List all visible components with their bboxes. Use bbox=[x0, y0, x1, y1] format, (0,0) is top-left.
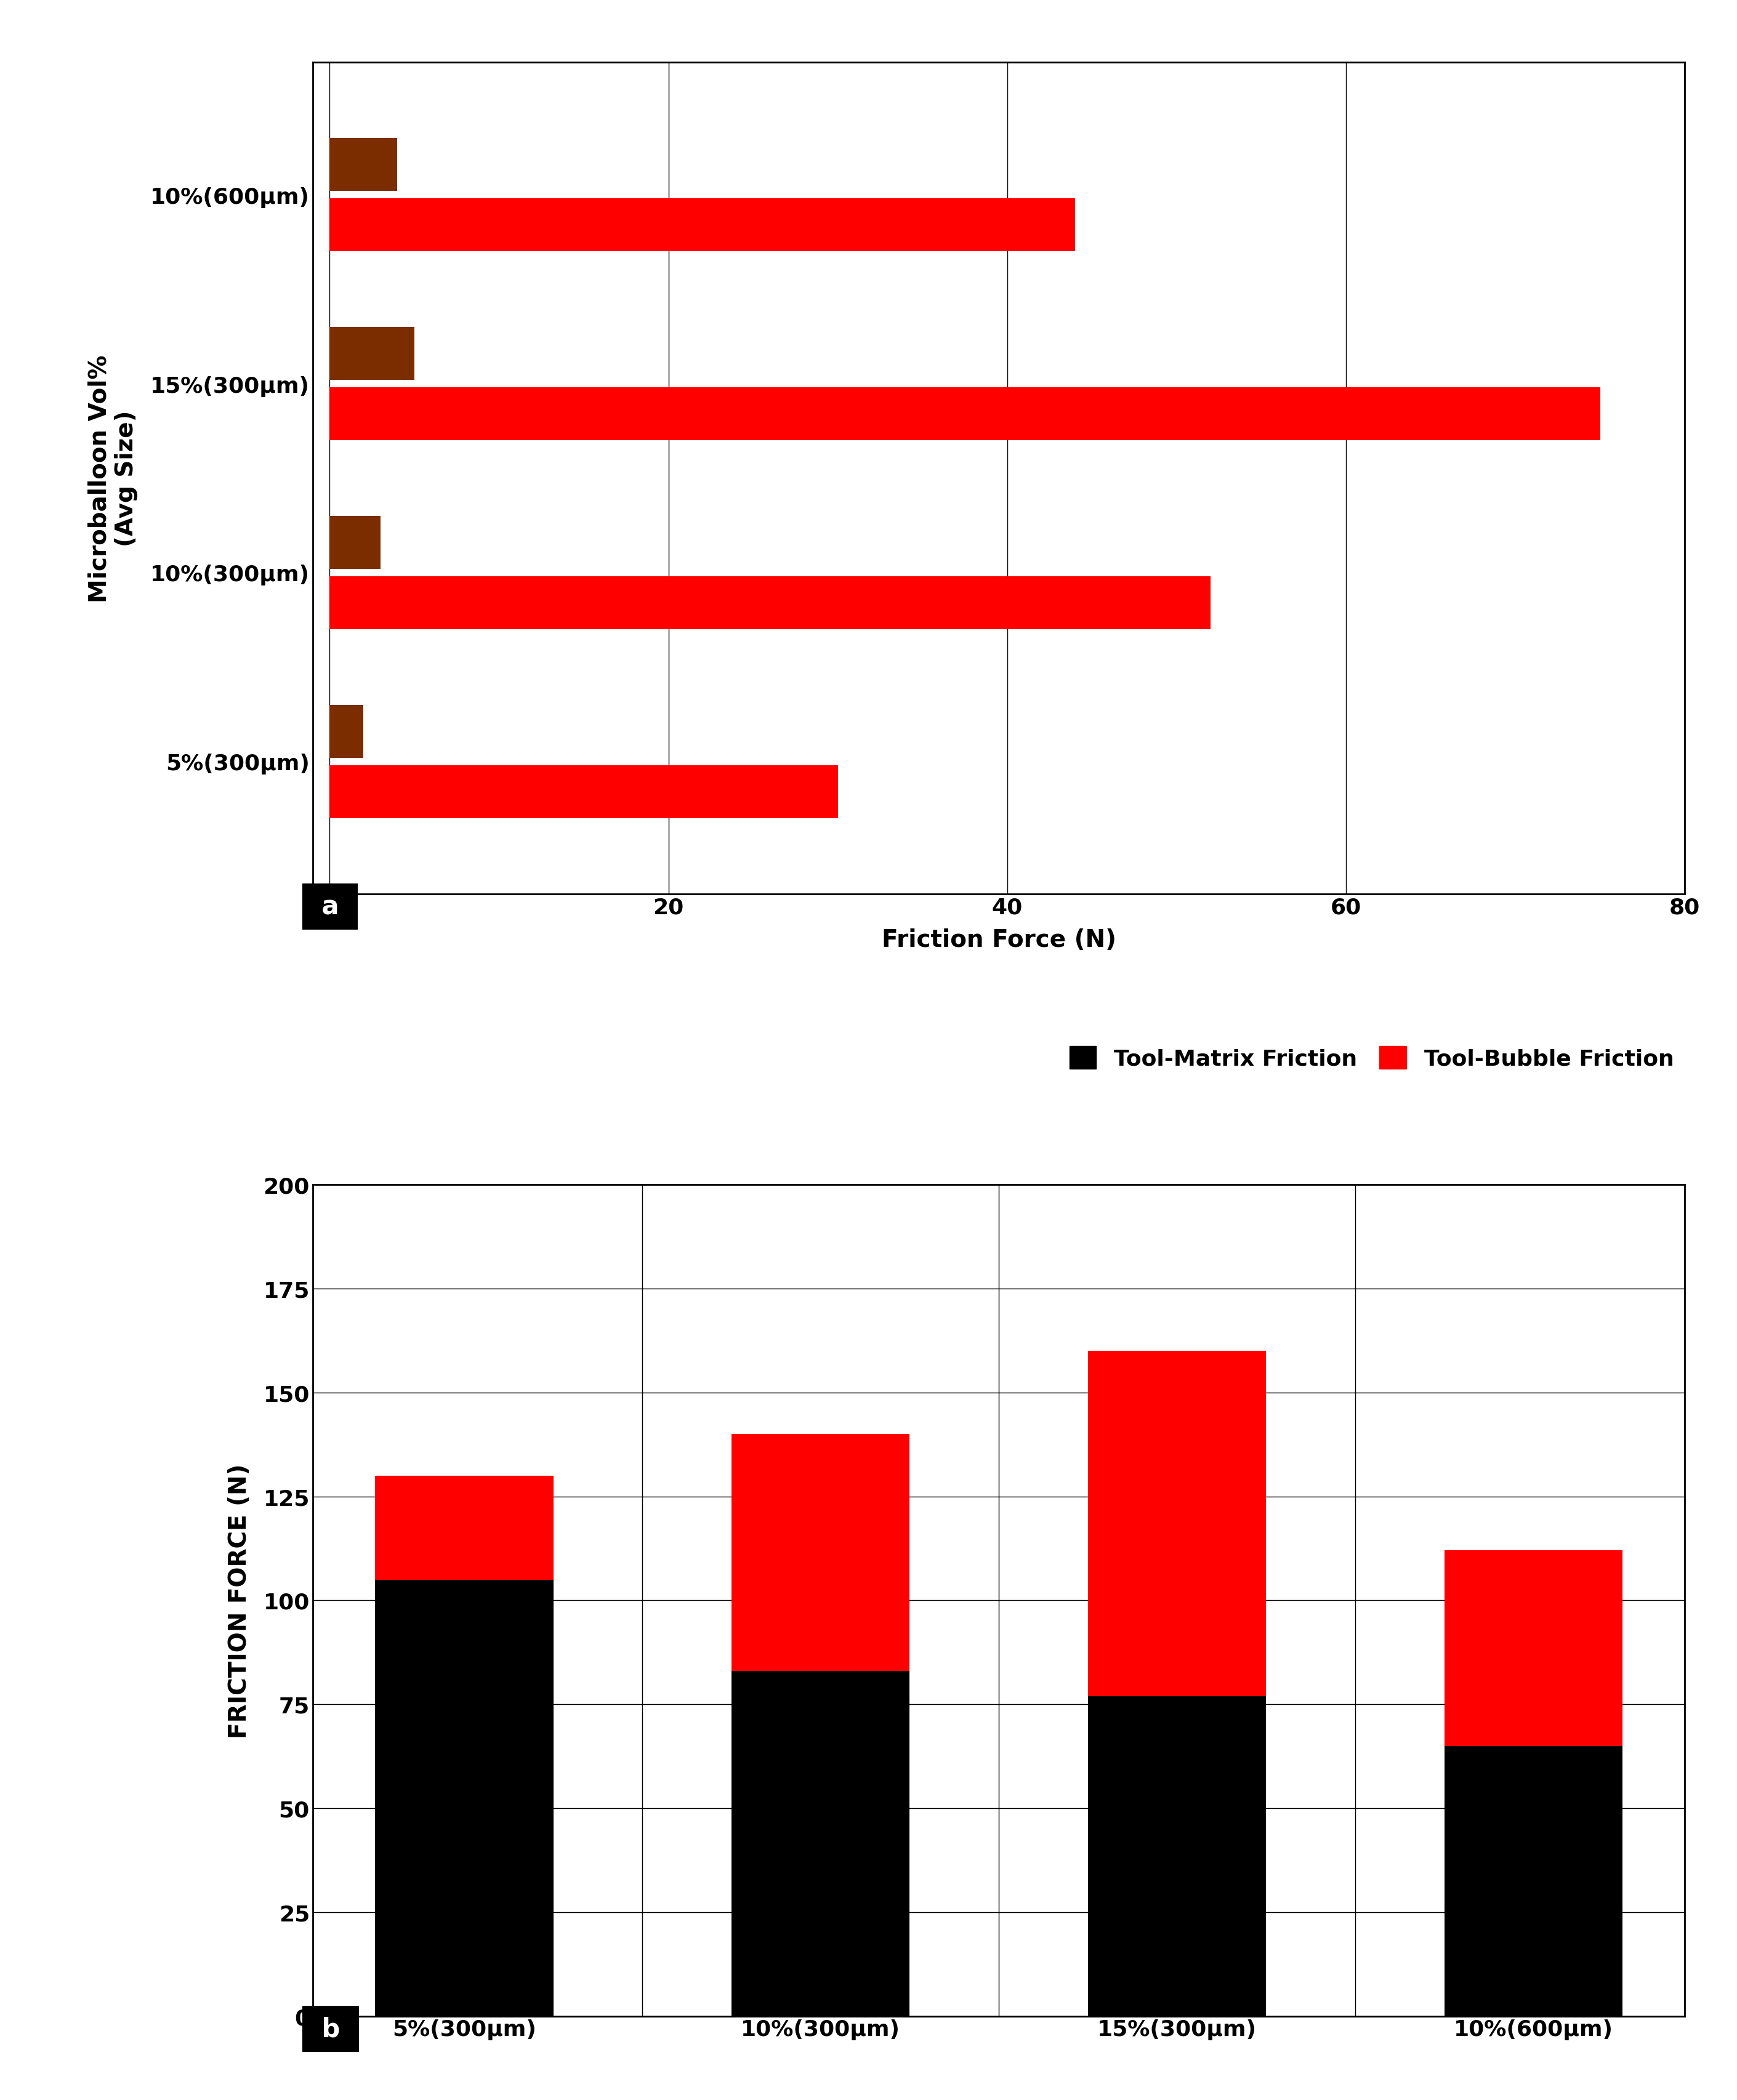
Bar bbox=[375, 1476, 554, 1579]
Bar bbox=[1443, 1745, 1622, 2016]
Legend: Tool-Matrix Friction, Tool-Bubble Friction: Tool-Matrix Friction, Tool-Bubble Fricti… bbox=[1070, 1046, 1674, 1069]
Bar bbox=[330, 200, 1075, 252]
Text: a: a bbox=[313, 895, 347, 920]
Bar bbox=[330, 578, 1211, 630]
Bar bbox=[330, 766, 837, 819]
Bar bbox=[330, 328, 415, 380]
Bar bbox=[731, 1672, 910, 2016]
Bar bbox=[1087, 1350, 1266, 1697]
Bar bbox=[375, 1579, 554, 2016]
Bar bbox=[1443, 1550, 1622, 1745]
Bar bbox=[330, 706, 363, 758]
Bar bbox=[731, 1434, 910, 1672]
X-axis label: Friction Force (N): Friction Force (N) bbox=[881, 928, 1117, 951]
Bar bbox=[1087, 1697, 1266, 2016]
Bar bbox=[330, 517, 380, 569]
Y-axis label: Microballoon Vol%
(Avg Size): Microballoon Vol% (Avg Size) bbox=[89, 355, 139, 603]
Bar bbox=[330, 139, 398, 191]
Y-axis label: FRICTION FORCE (N): FRICTION FORCE (N) bbox=[228, 1464, 252, 1739]
Bar bbox=[330, 388, 1600, 441]
Text: b: b bbox=[313, 2016, 349, 2041]
